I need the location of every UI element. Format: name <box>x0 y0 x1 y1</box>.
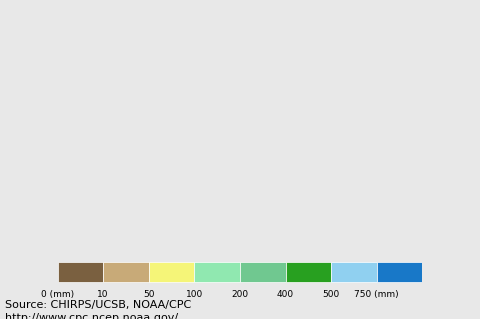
Text: http://www.cpc.ncep.noaa.gov/: http://www.cpc.ncep.noaa.gov/ <box>5 313 178 319</box>
Bar <box>103 262 149 282</box>
Bar <box>331 262 377 282</box>
Text: 400: 400 <box>277 290 294 299</box>
Text: 200: 200 <box>231 290 249 299</box>
Bar <box>377 262 422 282</box>
Text: 100: 100 <box>186 290 203 299</box>
Text: 0 (mm): 0 (mm) <box>41 290 74 299</box>
Text: 750 (mm): 750 (mm) <box>355 290 399 299</box>
Text: 50: 50 <box>143 290 155 299</box>
Bar <box>58 262 103 282</box>
Bar <box>240 262 286 282</box>
Bar <box>286 262 331 282</box>
Text: 10: 10 <box>97 290 109 299</box>
Text: Source: CHIRPS/UCSB, NOAA/CPC: Source: CHIRPS/UCSB, NOAA/CPC <box>5 300 191 310</box>
Bar <box>194 262 240 282</box>
Text: 500: 500 <box>323 290 340 299</box>
Bar <box>149 262 194 282</box>
